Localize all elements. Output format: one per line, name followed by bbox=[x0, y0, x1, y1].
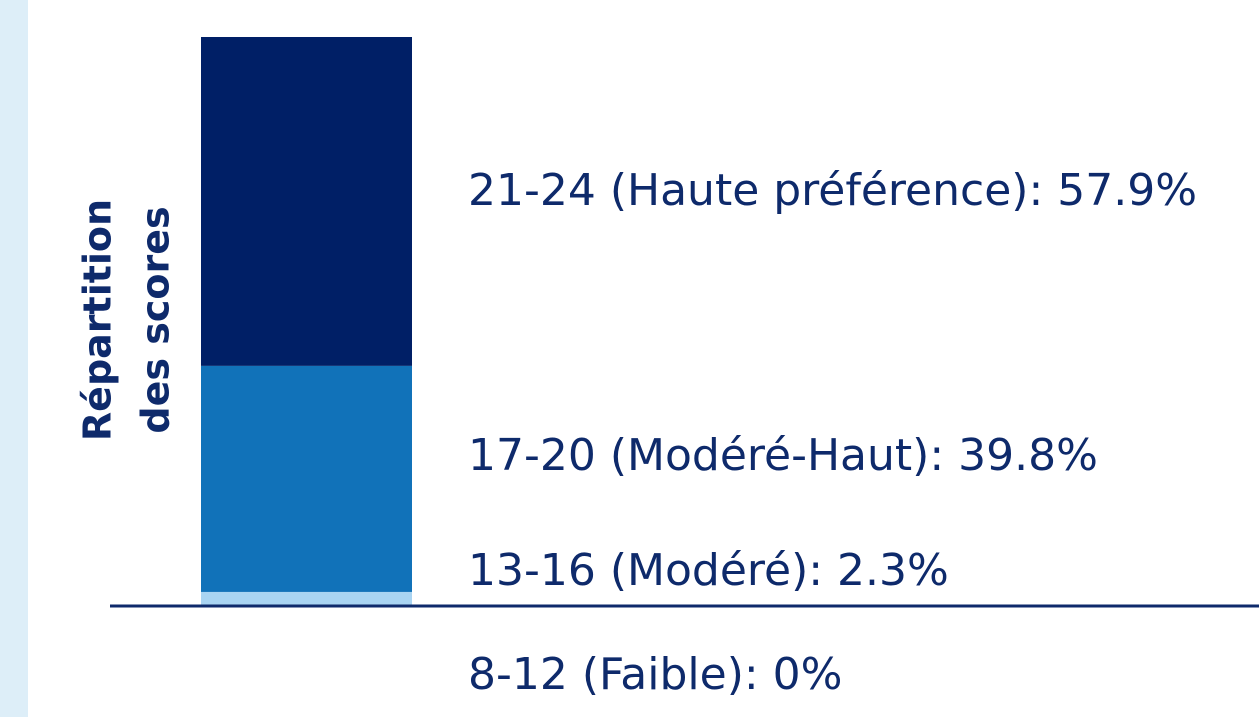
segment-label: 8-12 (Faible): 0% bbox=[468, 649, 842, 700]
bar-segment bbox=[201, 365, 412, 592]
segment-label: 21-24 (Haute préférence): 57.9% bbox=[468, 165, 1197, 216]
segment-label: 13-16 (Modéré): 2.3% bbox=[468, 545, 949, 596]
segment-label: 17-20 (Modéré-Haut): 39.8% bbox=[468, 430, 1098, 481]
bar-segment bbox=[201, 591, 412, 605]
side-strip bbox=[0, 0, 28, 717]
y-axis-label: des scores bbox=[134, 206, 178, 433]
y-axis-label: Répartition bbox=[76, 199, 120, 441]
bar-segment bbox=[201, 37, 412, 366]
